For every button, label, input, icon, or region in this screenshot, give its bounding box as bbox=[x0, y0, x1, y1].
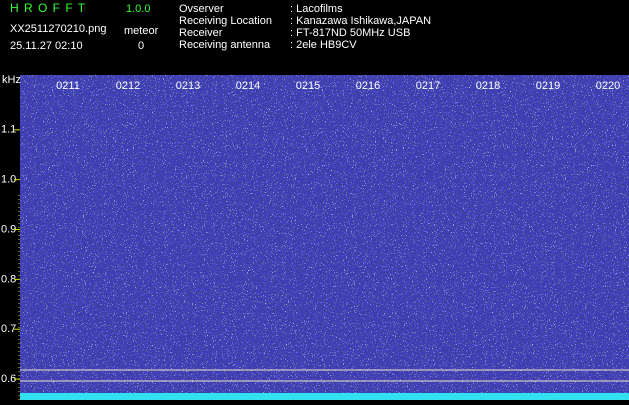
meteor-label: meteor bbox=[124, 25, 159, 37]
app-title: H R O F F T bbox=[10, 1, 86, 15]
x-tick-label: 0215 bbox=[296, 80, 320, 92]
file-name: XX2511270210.png bbox=[10, 23, 106, 35]
x-tick-label: 0220 bbox=[596, 80, 620, 92]
y-tick-label: 0.6 bbox=[1, 373, 16, 385]
x-tick-label: 0219 bbox=[536, 80, 560, 92]
spectrogram-noise bbox=[20, 75, 629, 400]
x-tick-label: 0213 bbox=[176, 80, 200, 92]
y-tick-label: 0.7 bbox=[1, 323, 16, 335]
info-label: Receiving Location bbox=[179, 15, 272, 27]
y-tick-label: 1.1 bbox=[1, 124, 16, 136]
meteor-count: 0 bbox=[138, 40, 144, 52]
info-value: : Kanazawa Ishikawa,JAPAN bbox=[290, 15, 431, 27]
x-tick-label: 0216 bbox=[356, 80, 380, 92]
x-tick-label: 0217 bbox=[416, 80, 440, 92]
info-value: : Lacofilms bbox=[290, 3, 343, 15]
y-tick-label: 0.8 bbox=[1, 273, 16, 285]
x-tick-label: 0212 bbox=[116, 80, 140, 92]
info-label: Receiving antenna bbox=[179, 39, 271, 51]
info-value: : 2ele HB9CV bbox=[290, 39, 357, 51]
info-value: : FT-817ND 50MHz USB bbox=[290, 27, 410, 39]
y-axis-label: kHz bbox=[2, 74, 21, 86]
x-tick-label: 0214 bbox=[236, 80, 260, 92]
x-tick-label: 0218 bbox=[476, 80, 500, 92]
y-tick-label: 0.9 bbox=[1, 223, 16, 235]
info-label: Receiver bbox=[179, 27, 223, 39]
noise-floor-band bbox=[20, 393, 629, 400]
timestamp: 25.11.27 02:10 bbox=[10, 40, 83, 52]
info-label: Ovserver bbox=[179, 3, 224, 15]
x-tick-label: 0211 bbox=[56, 80, 80, 92]
y-tick-label: 1.0 bbox=[1, 174, 16, 186]
version: 1.0.0 bbox=[126, 3, 150, 15]
